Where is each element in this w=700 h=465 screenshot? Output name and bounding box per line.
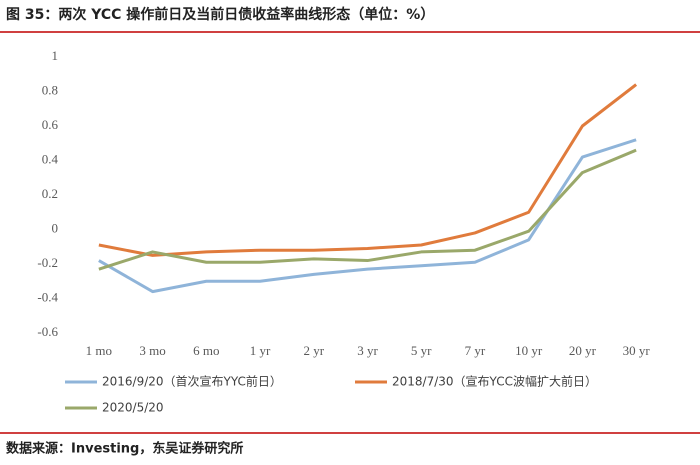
x-tick-label: 1 yr	[250, 343, 271, 358]
y-tick-label: 0.8	[42, 82, 58, 97]
x-tick-label: 20 yr	[569, 343, 597, 358]
series-line	[98, 138, 637, 294]
y-tick-label: -0.6	[37, 324, 58, 339]
x-tick-label: 3 mo	[139, 343, 165, 358]
x-tick-label: 10 yr	[515, 343, 543, 358]
y-tick-label: 1	[52, 48, 59, 63]
x-tick-label: 1 mo	[86, 343, 112, 358]
legend-label: 2020/5/20	[102, 401, 164, 415]
series-line	[98, 148, 637, 271]
x-tick-label: 30 yr	[623, 343, 651, 358]
x-tick-label: 3 yr	[357, 343, 378, 358]
chart-title: 图 35：两次 YCC 操作前日及当前日债收益率曲线形态（单位：%）	[6, 6, 434, 23]
y-tick-label: -0.4	[37, 289, 58, 304]
y-tick-label: 0.6	[42, 117, 59, 132]
x-tick-label: 5 yr	[411, 343, 432, 358]
source-note: 数据来源：Investing，东吴证券研究所	[6, 441, 243, 457]
y-tick-label: 0.2	[42, 186, 58, 201]
legend-label: 2016/9/20（首次宣布YYC前日）	[102, 374, 282, 389]
legend-label: 2018/7/30（宣布YCC波幅扩大前日）	[392, 374, 597, 389]
series-line	[98, 83, 638, 257]
x-tick-label: 7 yr	[465, 343, 486, 358]
y-tick-label: 0.4	[42, 151, 59, 166]
x-tick-label: 2 yr	[303, 343, 324, 358]
x-tick-label: 6 mo	[193, 343, 219, 358]
y-tick-label: 0	[52, 220, 59, 235]
y-tick-label: -0.2	[37, 255, 58, 270]
